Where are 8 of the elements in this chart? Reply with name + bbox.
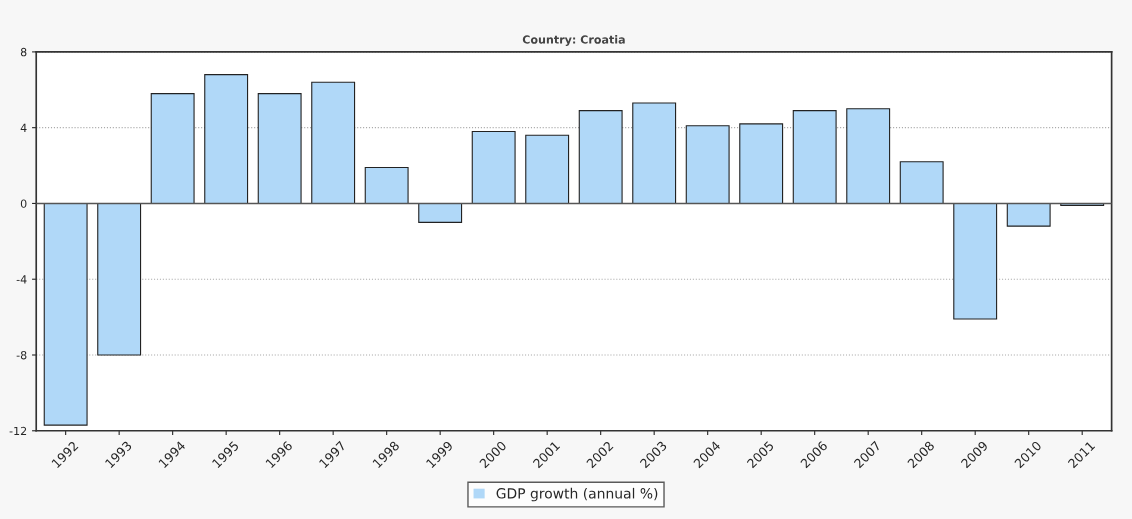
y-tick-label: -4 <box>16 275 27 284</box>
y-tick-label: 0 <box>20 199 27 208</box>
chart-title: Country: Croatia <box>522 35 625 46</box>
legend-label: GDP growth (annual %) <box>496 487 658 502</box>
y-tick-label: -12 <box>9 426 27 435</box>
y-tick-label: 4 <box>20 123 27 132</box>
y-tick-label: -8 <box>16 350 27 360</box>
y-tick-label: 8 <box>20 47 27 57</box>
